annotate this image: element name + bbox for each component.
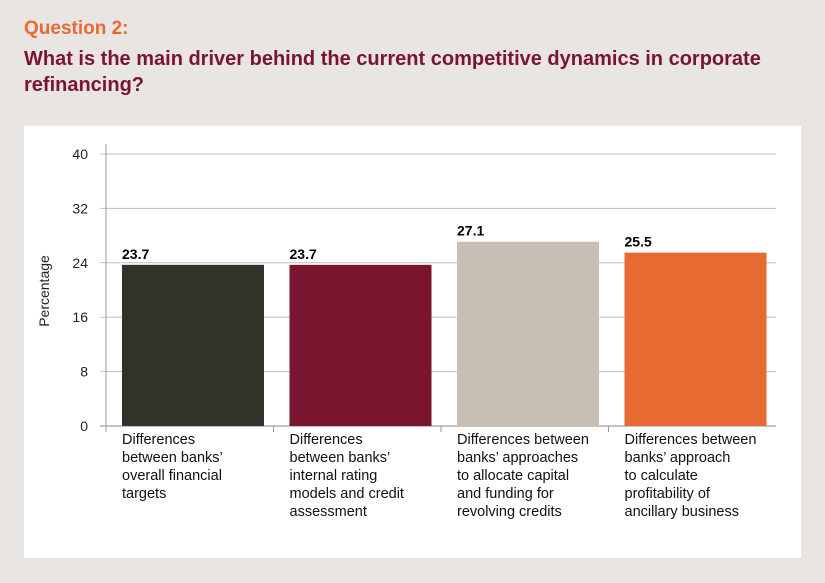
y-tick-label: 16 xyxy=(72,309,88,325)
data-label: 23.7 xyxy=(122,246,149,262)
bar xyxy=(122,264,264,426)
bar-chart: Percentage 0 8 16 24 32 40 23.7 23.7 27.1 25.5 xyxy=(36,144,776,434)
y-tick-label: 32 xyxy=(72,200,88,216)
category-label: Differences between banks’ approaches to a… xyxy=(457,432,589,520)
category-label: Differences between banks’ internal rating… xyxy=(289,432,404,520)
category-label: Differences between banks’ overall financi… xyxy=(122,432,223,502)
question-label: Question 2: xyxy=(24,18,129,39)
bar xyxy=(289,264,432,426)
data-label: 23.7 xyxy=(290,246,317,262)
y-tick-label: 24 xyxy=(72,255,88,271)
y-axis-label: Percentage xyxy=(36,255,52,327)
bar xyxy=(624,252,767,426)
data-label: 27.1 xyxy=(457,223,484,239)
y-tick-label: 40 xyxy=(72,146,88,162)
category-label: Differences between banks’ approach to cal… xyxy=(624,432,757,520)
data-label: 25.5 xyxy=(625,234,652,250)
y-tick-label: 0 xyxy=(80,418,88,434)
chart-panel: Percentage 0 8 16 24 32 40 23.7 23.7 27.1 25.5 D… xyxy=(24,126,801,558)
question-text: What is the main driver behind the curre… xyxy=(24,48,761,96)
bar xyxy=(457,241,599,426)
y-tick-label: 8 xyxy=(80,364,88,380)
